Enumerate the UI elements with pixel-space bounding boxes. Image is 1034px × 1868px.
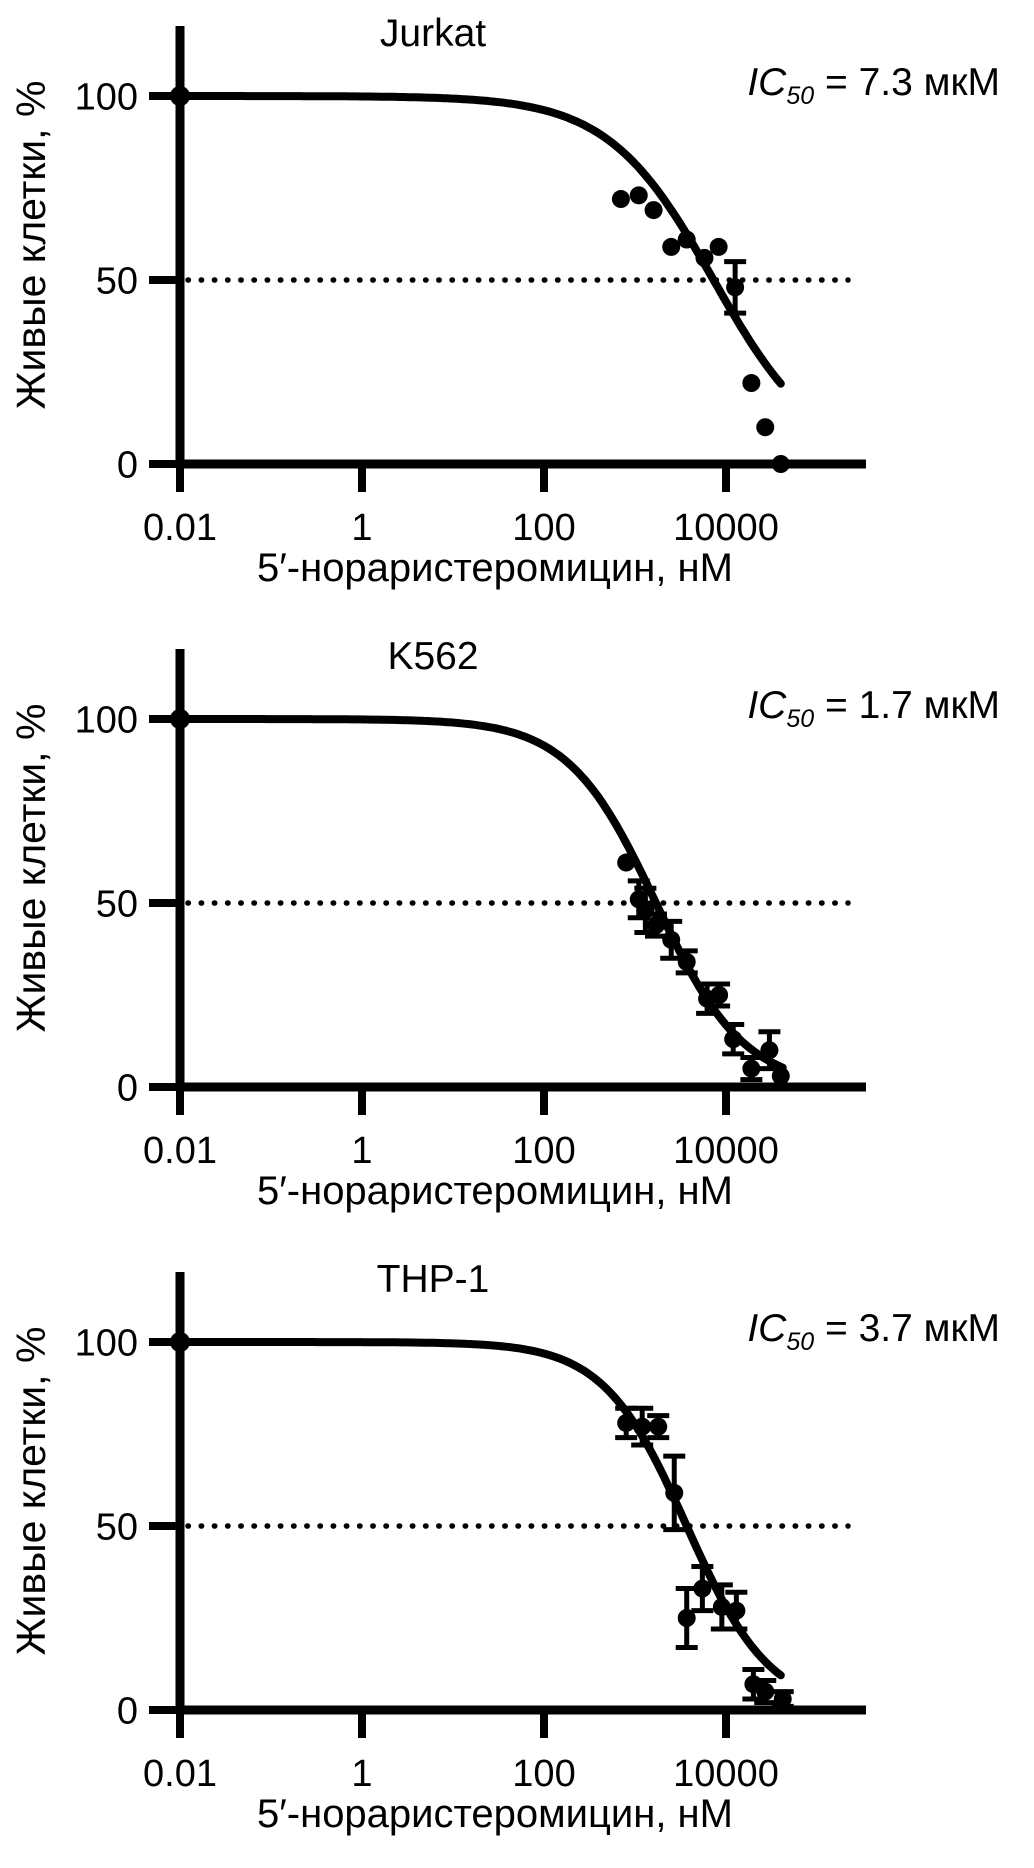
y-axis-label: Живые клетки, %: [8, 704, 54, 1033]
data-point: [649, 1417, 668, 1436]
thp1-chart: 0 50 100 0.01 1 100 10000 THP-1 IC50 = 3.7 мкМ 5′…: [8, 1258, 1000, 1836]
ic50-annotation: IC50 = 7.3 мкМ: [747, 61, 1000, 110]
data-point: [677, 230, 696, 249]
ic50-annotation: IC50 = 1.7 мкМ: [747, 684, 1000, 733]
k562-chart-panel: 0 50 100 0.01 1 100 10000 K562 IC50 = 1.7 мкМ 5′-…: [0, 623, 1034, 1246]
x-tick-label: 10000: [673, 1753, 779, 1795]
x-tick-label: 10000: [673, 507, 779, 549]
data-point: [756, 1682, 775, 1701]
y-tick-label: 0: [117, 444, 138, 486]
data-point: [170, 709, 190, 729]
data-point: [633, 1417, 652, 1436]
data-point: [742, 1059, 761, 1078]
dose-response-curve: [176, 715, 787, 1072]
data-point: [760, 1041, 779, 1060]
data-point: [710, 986, 729, 1004]
y-tick-label: 100: [75, 1322, 138, 1364]
x-axis-label: 5′-нораристеромицин, нМ: [257, 1169, 733, 1213]
jurkat-chart: 0 50 100 0.01 1 100 10000 Jurkat IC50 = 7.3 мкМ 5…: [8, 12, 1000, 590]
data-point: [677, 952, 696, 971]
x-tick-label: 0.01: [143, 507, 217, 549]
chart-title: Jurkat: [380, 12, 486, 55]
y-tick-label: 50: [96, 260, 138, 302]
data-point: [665, 1483, 684, 1502]
k562-chart: 0 50 100 0.01 1 100 10000 K562 IC50 = 1.7 мкМ 5′-…: [8, 635, 1000, 1213]
dose-response-curve: [176, 1338, 785, 1680]
data-point: [771, 455, 790, 473]
x-axis-label: 5′-нораристеромицин, нМ: [257, 546, 733, 590]
data-point: [771, 1066, 790, 1085]
data-point: [727, 1601, 746, 1620]
data-point: [170, 86, 190, 106]
x-tick-label: 1: [351, 1753, 372, 1795]
x-tick-label: 100: [512, 1753, 575, 1795]
y-tick-label: 0: [117, 1690, 138, 1732]
x-tick-label: 1: [351, 1130, 372, 1172]
x-axis-label: 5′-нораристеромицин, нМ: [257, 1792, 733, 1836]
data-point: [170, 1332, 190, 1352]
x-tick-label: 10000: [673, 1130, 779, 1172]
data-point: [712, 1597, 731, 1616]
y-axis-label: Живые клетки, %: [8, 1327, 54, 1656]
data-point: [726, 278, 745, 297]
y-tick-label: 100: [75, 699, 138, 741]
y-tick-label: 50: [96, 1506, 138, 1548]
chart-title: K562: [387, 635, 478, 678]
y-tick-label: 50: [96, 883, 138, 925]
thp1-chart-panel: 0 50 100 0.01 1 100 10000 THP-1 IC50 = 3.7 мкМ 5′…: [0, 1246, 1034, 1868]
x-tick-label: 1: [351, 507, 372, 549]
x-tick-label: 0.01: [143, 1753, 217, 1795]
data-point: [695, 248, 714, 267]
data-point: [646, 916, 665, 935]
data-point: [636, 901, 655, 920]
jurkat-chart-panel: 0 50 100 0.01 1 100 10000 Jurkat IC50 = 7.3 мкМ 5…: [0, 0, 1034, 623]
y-tick-label: 0: [117, 1067, 138, 1109]
data-point: [693, 1579, 712, 1598]
data-point: [662, 237, 681, 256]
data-point: [756, 418, 775, 437]
data-point: [773, 1689, 792, 1708]
data-point: [724, 1030, 743, 1049]
y-axis-label: Живые клетки, %: [8, 81, 54, 410]
data-point: [709, 237, 728, 256]
data-point: [644, 201, 663, 220]
data-point: [617, 1413, 636, 1432]
y-tick-label: 100: [75, 76, 138, 118]
ic50-annotation: IC50 = 3.7 мкМ: [747, 1307, 1000, 1356]
data-point: [677, 1609, 696, 1627]
data-point: [662, 930, 681, 949]
data-point: [629, 186, 648, 205]
data-point: [617, 853, 636, 872]
chart-title: THP-1: [377, 1258, 490, 1301]
data-point: [611, 190, 630, 209]
data-point: [742, 374, 761, 393]
x-tick-label: 100: [512, 507, 575, 549]
dose-response-curve: [176, 92, 785, 388]
x-tick-label: 0.01: [143, 1130, 217, 1172]
x-tick-label: 100: [512, 1130, 575, 1172]
